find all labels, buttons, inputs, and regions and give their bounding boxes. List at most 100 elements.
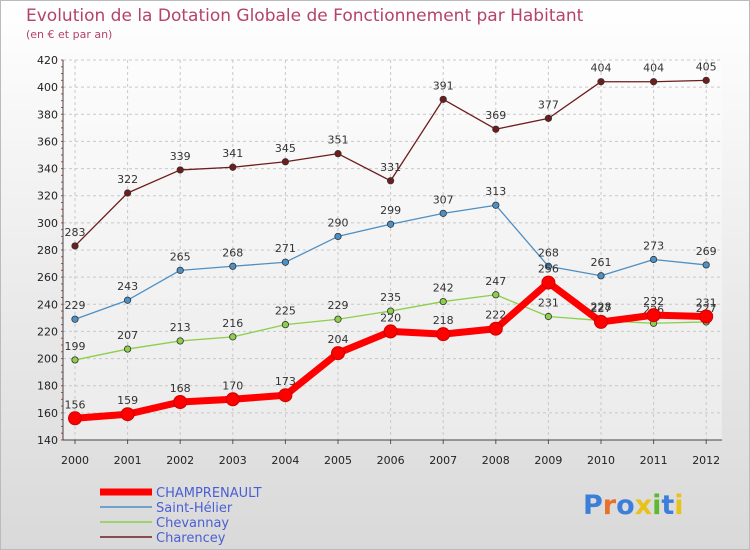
y-tick-label: 280 bbox=[37, 244, 58, 257]
legend-label: Chevannay bbox=[156, 516, 229, 531]
data-label: 231 bbox=[696, 297, 717, 310]
data-point bbox=[229, 333, 237, 341]
data-label: 220 bbox=[380, 311, 401, 324]
data-label: 283 bbox=[65, 226, 86, 239]
data-point bbox=[124, 189, 132, 197]
data-label: 405 bbox=[696, 60, 717, 73]
data-label: 345 bbox=[275, 142, 296, 155]
data-point bbox=[124, 296, 132, 304]
data-label: 404 bbox=[591, 62, 612, 75]
series-chevannay: 199207213216225229235242247231228226227 bbox=[65, 275, 717, 364]
data-point bbox=[71, 315, 79, 323]
data-label: 243 bbox=[117, 280, 138, 293]
data-label: 156 bbox=[65, 398, 86, 411]
data-point bbox=[699, 309, 714, 324]
data-label: 216 bbox=[222, 317, 243, 330]
data-point bbox=[492, 201, 500, 209]
data-point bbox=[597, 272, 605, 280]
data-point bbox=[492, 291, 500, 299]
data-label: 231 bbox=[538, 297, 559, 310]
data-point bbox=[439, 209, 447, 217]
y-tick-label: 260 bbox=[37, 271, 58, 284]
data-label: 227 bbox=[591, 302, 612, 315]
y-tick-label: 340 bbox=[37, 163, 58, 176]
y-tick-label: 420 bbox=[37, 54, 58, 67]
data-label: 218 bbox=[433, 314, 454, 327]
data-label: 228 bbox=[591, 301, 612, 314]
data-label: 299 bbox=[380, 204, 401, 217]
legend-label: Saint-Hélier bbox=[156, 501, 233, 516]
data-point bbox=[594, 314, 608, 329]
logo-letter: t bbox=[661, 490, 674, 521]
data-point bbox=[541, 275, 556, 290]
data-point bbox=[68, 411, 82, 426]
data-label: 170 bbox=[222, 379, 243, 392]
x-tick-label: 2010 bbox=[587, 454, 615, 467]
y-tick-label: 220 bbox=[37, 325, 58, 338]
data-label: 222 bbox=[485, 309, 506, 322]
logo-letter: o bbox=[616, 490, 635, 521]
data-point bbox=[229, 262, 237, 270]
data-point bbox=[334, 315, 342, 323]
x-tick-label: 2011 bbox=[640, 454, 668, 467]
data-point bbox=[176, 166, 184, 174]
data-label: 331 bbox=[380, 161, 401, 174]
x-tick-label: 2003 bbox=[219, 454, 247, 467]
data-label: 290 bbox=[328, 216, 349, 229]
data-point bbox=[229, 163, 237, 171]
data-point bbox=[281, 321, 289, 329]
data-point bbox=[386, 220, 395, 228]
y-tick-label: 400 bbox=[37, 81, 58, 94]
data-label: 168 bbox=[170, 382, 191, 395]
data-point bbox=[120, 407, 135, 422]
data-label: 261 bbox=[591, 256, 612, 269]
logo-letter: x bbox=[635, 490, 652, 521]
data-point bbox=[544, 114, 553, 122]
data-point bbox=[383, 324, 398, 339]
y-tick-label: 300 bbox=[37, 217, 58, 230]
y-tick-label: 160 bbox=[37, 407, 58, 420]
data-label: 199 bbox=[65, 340, 86, 353]
data-point bbox=[334, 150, 342, 158]
data-label: 268 bbox=[538, 246, 559, 259]
data-label: 313 bbox=[485, 185, 506, 198]
data-point bbox=[281, 158, 289, 166]
data-point bbox=[649, 78, 658, 86]
x-tick-label: 2000 bbox=[61, 454, 89, 467]
x-tick-label: 2002 bbox=[166, 454, 194, 467]
data-label: 229 bbox=[65, 299, 86, 312]
axes: 140 160 180 200 220 240 260 280 300 320 340 360 380 4… bbox=[37, 54, 722, 467]
legend-label: Charencey bbox=[156, 531, 226, 546]
data-label: 235 bbox=[380, 291, 401, 304]
y-tick-label: 380 bbox=[37, 108, 58, 121]
data-label: 247 bbox=[485, 275, 506, 288]
data-point bbox=[597, 78, 605, 86]
data-label: 265 bbox=[170, 250, 191, 263]
legend-label: CHAMPRENAULT bbox=[156, 486, 262, 501]
data-label: 404 bbox=[643, 62, 664, 75]
chart-subtitle: (en € et par an) bbox=[26, 28, 112, 41]
y-tick-label: 180 bbox=[37, 380, 58, 393]
data-point bbox=[439, 297, 447, 306]
data-point bbox=[386, 307, 395, 315]
data-point bbox=[278, 388, 293, 403]
x-tick-label: 2004 bbox=[271, 454, 299, 467]
data-label: 173 bbox=[275, 375, 296, 388]
data-point bbox=[544, 262, 553, 270]
x-tick-label: 2007 bbox=[429, 454, 457, 467]
x-tick-label: 2008 bbox=[482, 454, 510, 467]
data-label: 339 bbox=[170, 150, 191, 163]
data-point bbox=[173, 395, 188, 409]
data-point bbox=[331, 346, 345, 361]
data-point bbox=[646, 308, 661, 323]
data-point bbox=[439, 95, 447, 103]
data-point bbox=[649, 255, 658, 264]
x-tick-label: 2012 bbox=[692, 454, 720, 467]
x-tick-label: 2005 bbox=[324, 454, 352, 467]
data-label: 391 bbox=[433, 79, 454, 92]
data-label: 351 bbox=[328, 134, 349, 147]
data-label: 322 bbox=[117, 173, 138, 186]
data-label: 225 bbox=[275, 305, 296, 318]
data-point bbox=[492, 125, 500, 133]
